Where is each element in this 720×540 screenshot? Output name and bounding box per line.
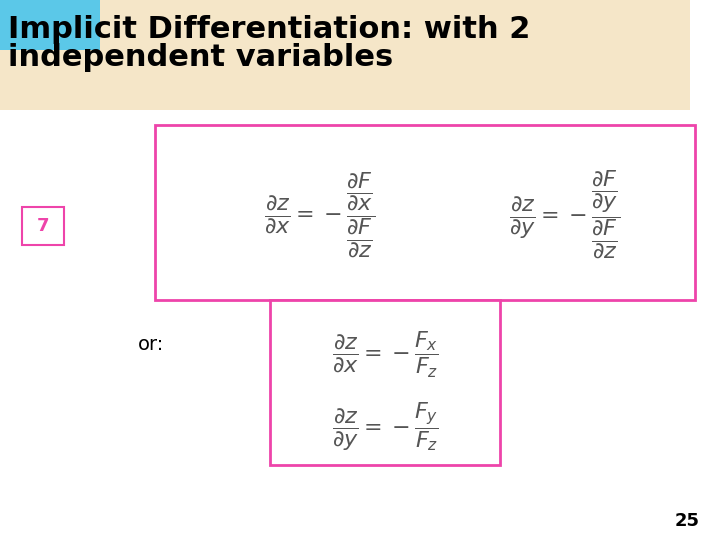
Bar	[0, 0, 690, 110]
Bar	[270, 300, 500, 465]
Text: or:: or:	[138, 335, 164, 354]
Bar	[22, 207, 64, 245]
Text: independent variables: independent variables	[8, 43, 393, 72]
Text: $\dfrac{\partial z}{\partial x} = -\dfrac{\dfrac{\partial F}{\partial x}}{\dfrac: $\dfrac{\partial z}{\partial x} = -\dfra…	[264, 170, 376, 260]
Text: $\dfrac{\partial z}{\partial x} = -\dfrac{F_x}{F_z}$: $\dfrac{\partial z}{\partial x} = -\dfra…	[332, 330, 438, 380]
Text: $\dfrac{\partial z}{\partial y} = -\dfrac{F_y}{F_z}$: $\dfrac{\partial z}{\partial y} = -\dfra…	[332, 401, 438, 454]
Bar	[0, 0, 100, 50]
Text: $\dfrac{\partial z}{\partial y} = -\dfrac{\dfrac{\partial F}{\partial y}}{\dfrac: $\dfrac{\partial z}{\partial y} = -\dfra…	[509, 169, 621, 261]
Text: 25: 25	[675, 512, 700, 530]
Text: 7: 7	[37, 217, 49, 235]
Text: Implicit Differentiation: with 2: Implicit Differentiation: with 2	[8, 15, 531, 44]
Bar	[155, 125, 695, 300]
